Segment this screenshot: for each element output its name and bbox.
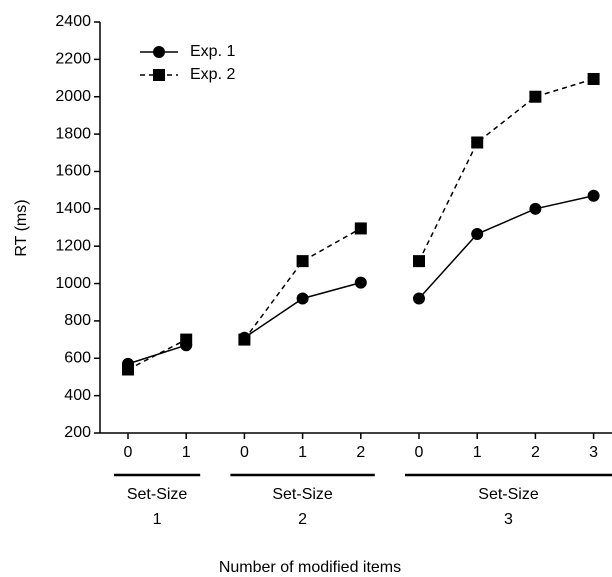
series-line [243,227,362,341]
x-axis-label: Number of modified items [219,559,401,576]
data-point [180,333,193,346]
x-tick-label: 0 [240,444,249,461]
x-tick-label: 0 [415,444,424,461]
legend-marker [153,46,165,58]
y-tick-label: 1600 [55,163,91,180]
group-label: Set-Size [127,486,188,503]
series-line [127,344,187,365]
data-point [413,255,425,268]
group-label: Set-Size [478,486,539,503]
series-line [418,78,594,262]
data-point [471,228,484,241]
data-point [587,72,600,85]
data-point [122,363,134,376]
series-line [127,338,187,371]
group-label: Set-Size [272,486,333,503]
x-tick-label: 3 [589,444,598,461]
legend-label: Exp. 1 [190,43,235,60]
y-tick-label: 2000 [55,88,91,105]
group-sublabel: 2 [298,511,307,528]
y-tick-label: 200 [64,424,91,441]
x-tick-label: 1 [473,444,482,461]
group-sublabel: 1 [153,511,162,528]
x-tick-label: 1 [298,444,307,461]
data-point [296,292,309,305]
x-tick-label: 1 [182,444,191,461]
y-tick-label: 800 [64,312,91,329]
data-point [296,255,309,268]
data-point [529,90,542,103]
y-tick-label: 1200 [55,237,91,254]
data-point [238,333,251,346]
y-tick-label: 1400 [55,200,91,217]
x-tick-label: 2 [531,444,540,461]
x-tick-label: 0 [124,444,133,461]
data-point [471,136,484,149]
data-point [529,202,542,215]
legend-label: Exp. 2 [190,66,235,83]
y-tick-label: 600 [64,349,91,366]
legend-marker [153,69,165,81]
data-point [413,292,425,305]
y-tick-label: 1800 [55,125,91,142]
y-tick-label: 400 [64,387,91,404]
y-axis-label: RT (ms) [13,199,30,256]
data-point [354,222,367,235]
y-tick-label: 2200 [55,51,91,68]
series-line [418,195,594,299]
y-tick-label: 2400 [55,13,91,30]
series-line [243,281,361,339]
data-point [587,189,600,202]
group-sublabel: 3 [504,511,513,528]
x-tick-label: 2 [356,444,365,461]
y-tick-label: 1000 [55,275,91,292]
data-point [354,276,367,289]
